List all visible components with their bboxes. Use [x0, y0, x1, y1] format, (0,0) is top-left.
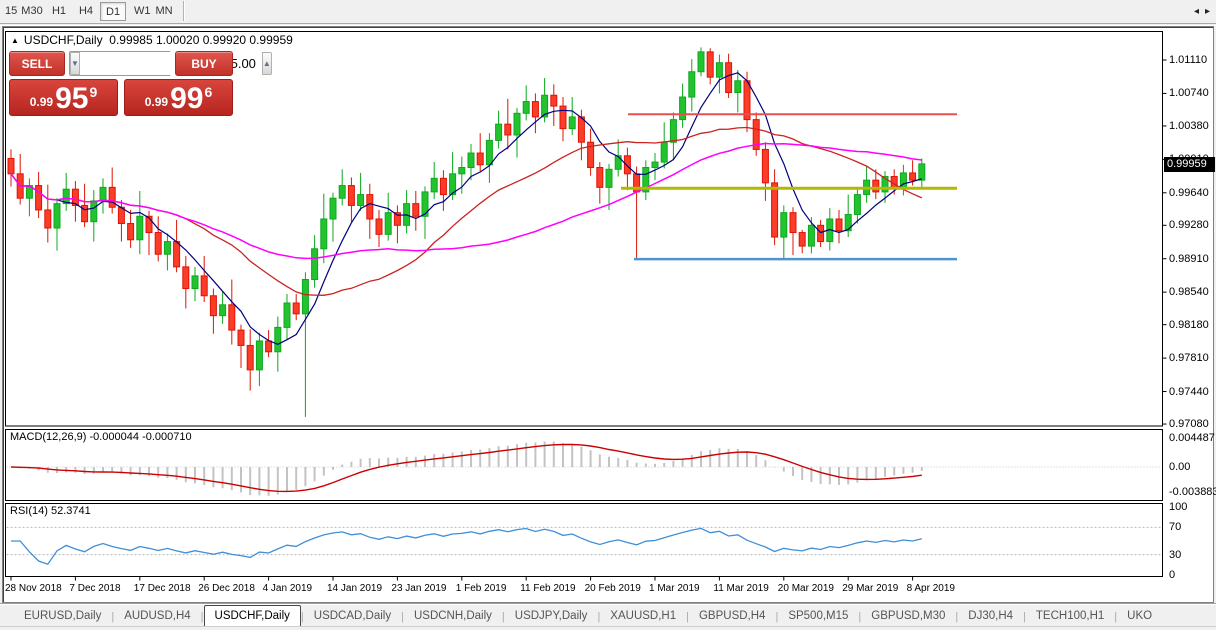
tab-gbpusd-m30[interactable]: GBPUSD,M30: [871, 610, 946, 622]
sell-price-quote[interactable]: 0.99 95 9: [9, 79, 118, 116]
timeframe-m30[interactable]: M30: [21, 5, 43, 17]
buy-price-quote[interactable]: 0.99 99 6: [124, 79, 233, 116]
status-strip: [0, 626, 1216, 630]
timeframe-d1[interactable]: D1: [100, 2, 127, 21]
tab-scroll-left-icon[interactable]: ◂: [1193, 6, 1199, 17]
collapse-trade-panel-icon[interactable]: ▲: [11, 36, 19, 45]
price-axis-label: 0.98910: [1169, 252, 1209, 265]
tab-divider: |: [300, 611, 304, 623]
buy-price-big-digits: 99: [170, 82, 204, 115]
timeframe-mn[interactable]: MN: [155, 5, 173, 17]
tab-usdcad-daily[interactable]: USDCAD,Daily: [313, 610, 392, 622]
macd-axis-label: 0.00: [1169, 461, 1191, 473]
sell-price-prefix: 0.99: [29, 95, 54, 109]
timeframe-w1[interactable]: W1: [134, 5, 151, 17]
price-axis-label: 0.98540: [1169, 286, 1209, 299]
tab-divider: |: [597, 611, 601, 623]
tab-tech100-h1[interactable]: TECH100,H1: [1035, 610, 1105, 622]
chart-ohlc-values: 0.99985 1.00020 0.99920 0.99959: [109, 33, 293, 47]
date-axis-label: 23 Jan 2019: [391, 583, 447, 594]
tab-gbpusd-h4[interactable]: GBPUSD,H4: [698, 610, 766, 622]
rsi-axis-label: 70: [1169, 521, 1182, 534]
tab-usdcnh-daily[interactable]: USDCNH,Daily: [413, 610, 492, 622]
price-axis-label: 0.97080: [1169, 418, 1209, 431]
buy-button[interactable]: BUY: [175, 51, 233, 76]
tab-divider: |: [111, 611, 115, 623]
buy-price-pipette: 6: [204, 84, 213, 100]
date-axis-label: 28 Nov 2018: [5, 583, 62, 594]
volume-input[interactable]: [79, 52, 262, 75]
tab-divider: |: [1114, 611, 1118, 623]
price-axis-label: 1.01110: [1169, 54, 1208, 66]
timeframe-h4[interactable]: H4: [78, 5, 94, 17]
tab-eurusd-daily[interactable]: EURUSD,Daily: [24, 610, 102, 622]
tab-sp500-m15[interactable]: SP500,M15: [788, 610, 849, 622]
tab-uko[interactable]: UKO: [1127, 610, 1153, 622]
chart-window: ▲ USDCHF,Daily 0.99985 1.00020 0.99920 0.…: [2, 26, 1216, 603]
date-axis-label: 7 Dec 2018: [69, 583, 121, 594]
rsi-axis-label: 100: [1169, 501, 1188, 513]
buy-price-prefix: 0.99: [144, 95, 169, 109]
date-axis-label: 20 Mar 2019: [777, 583, 834, 594]
chart-title: ▲ USDCHF,Daily 0.99985 1.00020 0.99920 0.…: [11, 33, 293, 47]
rsi-axis-label: 0: [1169, 569, 1176, 581]
price-axis-label: 0.98180: [1169, 318, 1209, 331]
tab-audusd-h4[interactable]: AUDUSD,H4: [124, 610, 191, 622]
date-axis-label: 20 Feb 2019: [584, 583, 641, 594]
macd-axis-label: -0.003883: [1169, 486, 1216, 499]
macd-header: MACD(12,26,9) -0.000044 -0.000710: [10, 431, 192, 443]
timeframe-15[interactable]: 15: [5, 5, 18, 17]
current-price-tag: 0.99959: [1164, 156, 1215, 172]
tab-divider: |: [1023, 611, 1026, 623]
tab-usdchf-daily[interactable]: USDCHF,Daily: [203, 605, 301, 626]
price-axis-label: 0.97810: [1169, 352, 1209, 365]
tab-xauusd-h1[interactable]: XAUUSD,H1: [610, 610, 677, 622]
sell-price-big-digits: 95: [55, 82, 89, 115]
sell-button[interactable]: SELL: [9, 51, 65, 76]
toolbar-separator: [0, 23, 1216, 26]
price-axis-label: 0.99640: [1169, 186, 1209, 199]
tab-divider: |: [858, 611, 862, 623]
rsi-axis-label: 30: [1169, 548, 1182, 561]
price-axis-label: 1.00740: [1169, 87, 1209, 100]
price-axis-label: 0.97440: [1169, 385, 1209, 398]
tab-scroll-right-icon[interactable]: ▸: [1204, 6, 1210, 17]
chart-symbol-label: USDCHF,Daily: [23, 33, 103, 47]
tab-divider: |: [775, 611, 779, 623]
volume-increase-icon[interactable]: ▲: [261, 52, 272, 75]
timeframe-h1[interactable]: H1: [51, 5, 67, 17]
timeframe-toolbar: 15 M30 H1 H4 D1 W1 MN: [0, 0, 1216, 23]
volume-stepper: ▼ ▲: [69, 51, 272, 76]
date-axis-label: 14 Jan 2019: [327, 583, 383, 594]
sell-price-pipette: 9: [89, 84, 98, 100]
price-axis-label: 0.99280: [1169, 219, 1209, 232]
tab-dj30-h4[interactable]: DJ30,H4: [968, 610, 1014, 622]
volume-decrease-icon[interactable]: ▼: [70, 52, 80, 75]
chart-tab-bar: EURUSD,Daily | AUDUSD,H4 | USDCHF,Daily | USDC…: [0, 604, 1216, 626]
tab-scroll-buttons: ◂ ▸: [1180, 4, 1214, 20]
date-axis-label: 17 Dec 2018: [133, 583, 191, 594]
macd-axis-label: 0.004487: [1169, 431, 1215, 444]
rsi-header: RSI(14) 52.3741: [10, 505, 91, 517]
toolbar-divider: [183, 1, 184, 21]
date-axis-label: 11 Feb 2019: [520, 583, 576, 594]
tab-divider: |: [501, 611, 505, 623]
date-axis-label: 8 Apr 2019: [906, 583, 955, 594]
date-axis-label: 11 Mar 2019: [713, 583, 769, 594]
date-axis-label: 29 Mar 2019: [842, 583, 899, 594]
tab-divider: |: [200, 611, 204, 623]
date-axis-label: 26 Dec 2018: [198, 583, 255, 594]
tab-divider: |: [401, 611, 404, 623]
date-axis-label: 4 Jan 2019: [262, 583, 313, 594]
tab-divider: |: [686, 611, 689, 623]
tab-divider: |: [955, 611, 959, 623]
date-axis-label: 1 Mar 2019: [649, 583, 700, 594]
price-axis-label: 1.00380: [1169, 119, 1209, 132]
tab-usdjpy-daily[interactable]: USDJPY,Daily: [514, 610, 588, 622]
date-axis-label: 1 Feb 2019: [455, 583, 507, 594]
